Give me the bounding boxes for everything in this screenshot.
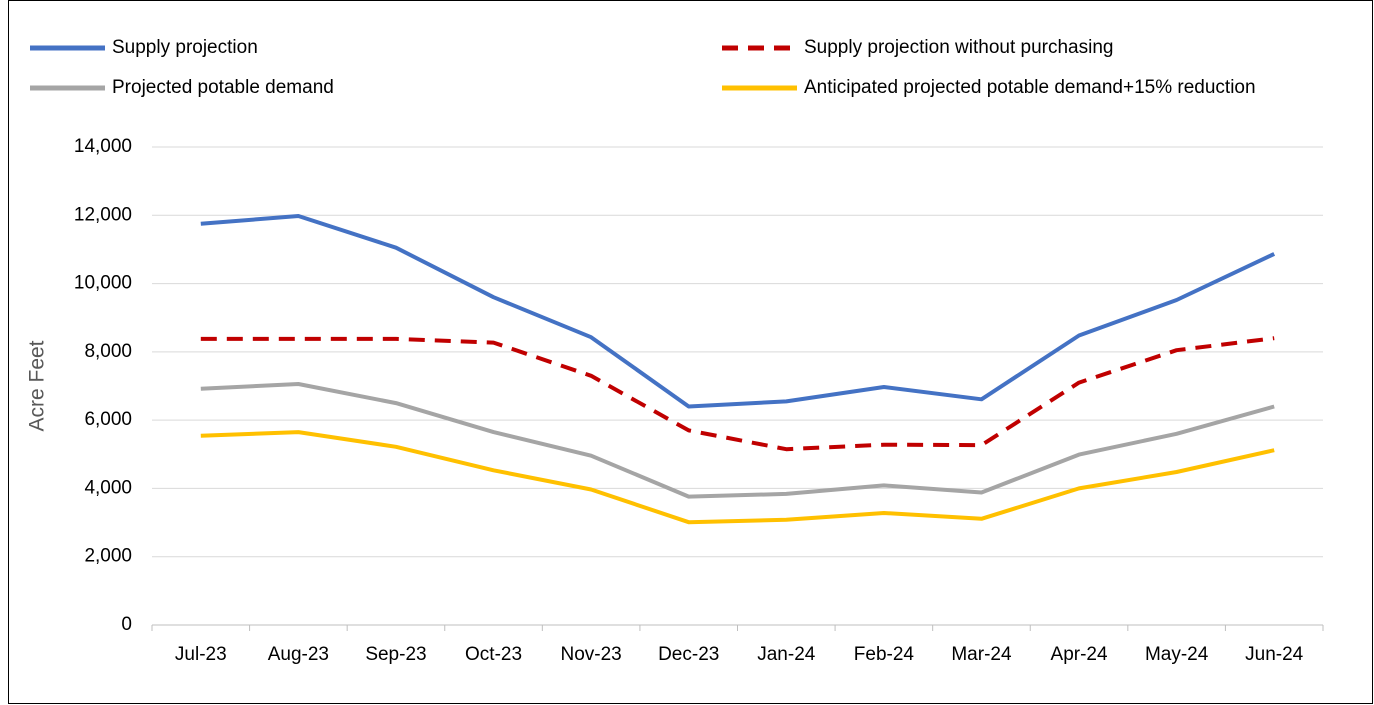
- y-tick-label: 10,000: [74, 273, 132, 294]
- x-tick-label: Aug-23: [268, 644, 329, 665]
- line-series: [200, 336, 1275, 452]
- y-tick-label: 14,000: [74, 136, 132, 157]
- y-tick-label: 2,000: [84, 546, 132, 567]
- x-tick-label: Dec-23: [658, 644, 719, 665]
- legend-label: Anticipated projected potable demand+15%…: [804, 77, 1256, 98]
- y-tick-label: 6,000: [84, 409, 132, 430]
- x-tick-label: Jul-23: [175, 644, 227, 665]
- y-tick-label: 12,000: [74, 204, 132, 225]
- y-axis-label: Acre Feet: [26, 340, 49, 431]
- y-tick-label: 0: [121, 614, 132, 635]
- line-series: [200, 430, 1275, 525]
- x-tick-label: Feb-24: [854, 644, 915, 665]
- line-series: [200, 214, 1276, 409]
- legend-label: Projected potable demand: [112, 77, 334, 98]
- x-tick-label: Sep-23: [365, 644, 426, 665]
- legend-label: Supply projection: [112, 37, 258, 58]
- x-tick-label: Oct-23: [465, 644, 522, 665]
- y-tick-label: 4,000: [84, 477, 132, 498]
- x-tick-label: May-24: [1145, 644, 1209, 665]
- legend-label: Supply projection without purchasing: [804, 37, 1113, 58]
- x-tick-label: Nov-23: [561, 644, 622, 665]
- y-tick-label: 8,000: [84, 341, 132, 362]
- line-series: [200, 382, 1275, 499]
- x-tick-label: Mar-24: [951, 644, 1012, 665]
- x-tick-label: Apr-24: [1051, 644, 1108, 665]
- x-tick-label: Jun-24: [1245, 644, 1304, 665]
- chart-border: [8, 0, 1373, 704]
- x-tick-label: Jan-24: [757, 644, 816, 665]
